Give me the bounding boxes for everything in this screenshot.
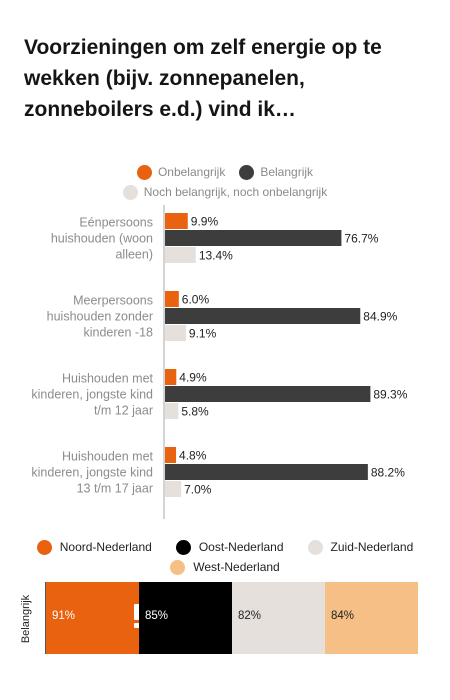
data-label: 7.0% [184, 483, 212, 497]
category-label: kinderen -18 [84, 326, 154, 340]
data-label: 76.7% [344, 232, 378, 246]
category-label: huishouden zonder [47, 310, 153, 324]
legend-swatch-onbelangrijk [136, 164, 152, 180]
legend-item-west-nederland: West-Nederland [170, 559, 280, 575]
category-label: Huishouden met [62, 372, 154, 386]
legend-item-neutraal: Noch belangrijk, noch onbelangrijk [122, 184, 328, 200]
bar [165, 447, 177, 463]
bar [165, 230, 342, 246]
data-label: 5.8% [181, 405, 209, 419]
category-label: 13 t/m 17 jaar [77, 482, 153, 496]
legend-item-zuid-nederland: Zuid-Nederland [307, 539, 414, 555]
data-label: 89.3% [373, 388, 407, 402]
data-label: 4.9% [179, 371, 207, 385]
data-label: 88.2% [371, 466, 405, 480]
legend-item-noord-nederland: Noord-Nederland [36, 539, 152, 555]
legend-label-oost-nederland: Oost-Nederland [198, 540, 284, 554]
data-label: 6.0% [182, 293, 210, 307]
chart-title: Voorzieningen om zelf energie op te wekk… [24, 36, 382, 121]
legend-swatch-zuid-nederland [307, 539, 323, 555]
legend-item-onbelangrijk: Onbelangrijk [136, 164, 226, 180]
household-bar-chart: Eénpersoons huishouden (woon alleen) 9.9% 76… [31, 205, 408, 519]
region-axis-label: Belangrijk [20, 594, 32, 644]
legend-swatch-noord-nederland [36, 539, 52, 555]
category-label: alleen) [115, 248, 153, 262]
legend-label-noord-nederland: Noord-Nederland [59, 540, 152, 554]
data-label: 9.9% [191, 215, 219, 229]
category-label: Meerpersoons [73, 294, 153, 308]
legend-label-neutraal: Noch belangrijk, noch onbelangrijk [143, 185, 328, 199]
category-label: kinderen, jongste kind [31, 388, 153, 402]
category-label: kinderen, jongste kind [31, 466, 153, 480]
legend-label-west-nederland: West-Nederland [193, 560, 280, 574]
category-label: Eénpersoons [79, 216, 153, 230]
exclamation-icon [134, 604, 140, 628]
bar [165, 464, 368, 480]
region-value-oost: 85% [145, 610, 169, 622]
bar [165, 403, 179, 419]
region-legend: Noord-Nederland Oost-Nederland Zuid-Nede… [0, 537, 450, 577]
bar [165, 325, 186, 341]
legend-swatch-oost-nederland [175, 539, 191, 555]
legend-item-oost-nederland: Oost-Nederland [175, 539, 284, 555]
region-segment-zuid: 82% [232, 582, 325, 654]
bar [165, 308, 361, 324]
chart-legend: Onbelangrijk Belangrijk Noch belangrijk,… [0, 162, 450, 202]
data-label: 84.9% [363, 310, 397, 324]
legend-swatch-belangrijk [239, 164, 255, 180]
category-label: huishouden (woon [51, 232, 153, 246]
data-label: 13.4% [199, 249, 233, 263]
region-segment-oost: 85% [139, 582, 232, 654]
category-label: Huishouden met [62, 450, 154, 464]
bar [165, 386, 371, 402]
legend-swatch-west-nederland [170, 559, 186, 575]
region-value-west: 84% [331, 610, 355, 622]
region-segment-noord: 91% [46, 582, 140, 654]
bar [165, 481, 182, 497]
region-strip: 91% 85% 82% 84% [46, 582, 418, 654]
data-label: 4.8% [179, 449, 207, 463]
legend-item-belangrijk: Belangrijk [239, 164, 314, 180]
bar [165, 213, 188, 229]
data-label: 9.1% [189, 327, 217, 341]
bar [165, 369, 177, 385]
legend-label-onbelangrijk: Onbelangrijk [157, 165, 226, 179]
legend-label-zuid-nederland: Zuid-Nederland [330, 540, 414, 554]
bar [165, 247, 196, 263]
legend-swatch-neutraal [122, 184, 138, 200]
legend-label-belangrijk: Belangrijk [260, 165, 314, 179]
region-value-zuid: 82% [238, 610, 262, 622]
region-value-noord: 91% [52, 610, 76, 622]
region-axis-line [45, 582, 46, 654]
region-segment-west: 84% [325, 582, 418, 654]
bar [165, 291, 179, 307]
category-label: t/m 12 jaar [94, 404, 153, 418]
